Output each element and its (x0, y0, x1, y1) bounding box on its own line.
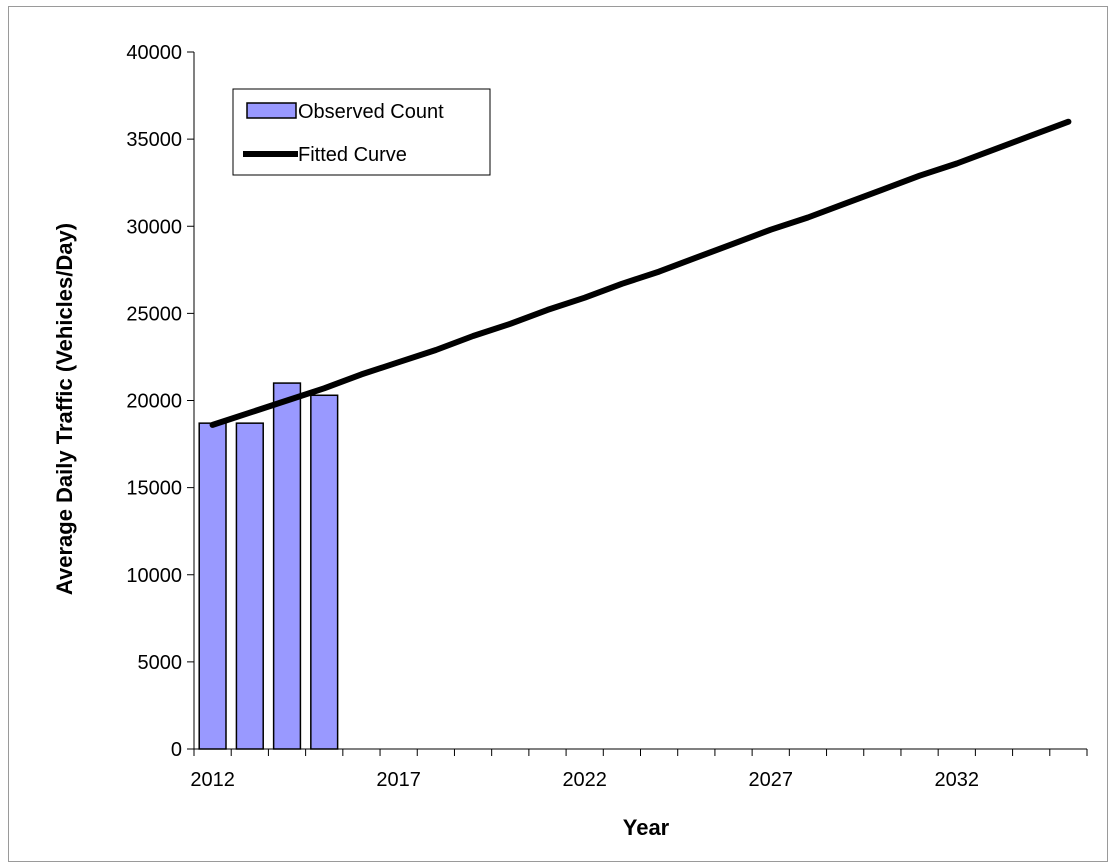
y-tick-label: 30000 (126, 216, 182, 238)
fitted-curve (209, 118, 1072, 428)
y-tick-label: 10000 (126, 565, 182, 587)
chart-frame (8, 6, 1108, 862)
fitted-curve-line (209, 118, 1072, 428)
legend-label-fitted-curve: Fitted Curve (298, 144, 407, 166)
legend: Observed Count Fitted Curve (232, 88, 491, 176)
y-axis-title: Average Daily Traffic (Vehicles/Day) (52, 223, 77, 595)
legend-swatch-observed-count (246, 102, 297, 119)
bar-observed-count (310, 394, 339, 750)
y-tick-label: 15000 (126, 478, 182, 500)
x-tick-label: 2027 (748, 769, 793, 791)
x-tick-label: 2012 (190, 769, 235, 791)
y-tick-label: 35000 (126, 129, 182, 151)
x-tick-label: 2022 (562, 769, 607, 791)
y-tick-label: 40000 (126, 42, 182, 64)
y-tick-label: 20000 (126, 391, 182, 413)
bar-observed-count (272, 382, 302, 750)
x-axis-title: Year (623, 815, 670, 840)
observed-count-bars (198, 382, 339, 750)
y-tick-label: 5000 (138, 652, 183, 674)
y-tick-label: 0 (171, 739, 182, 761)
y-tick-label: 25000 (126, 303, 182, 325)
bar-observed-count (235, 422, 264, 750)
legend-label-observed-count: Observed Count (298, 101, 444, 123)
x-tick-label: 2032 (935, 769, 980, 791)
axes: 0 5000 10000 15000 20000 25000 30000 35000 40000… (126, 42, 1088, 791)
bar-observed-count (198, 422, 227, 750)
x-tick-label: 2017 (376, 769, 421, 791)
